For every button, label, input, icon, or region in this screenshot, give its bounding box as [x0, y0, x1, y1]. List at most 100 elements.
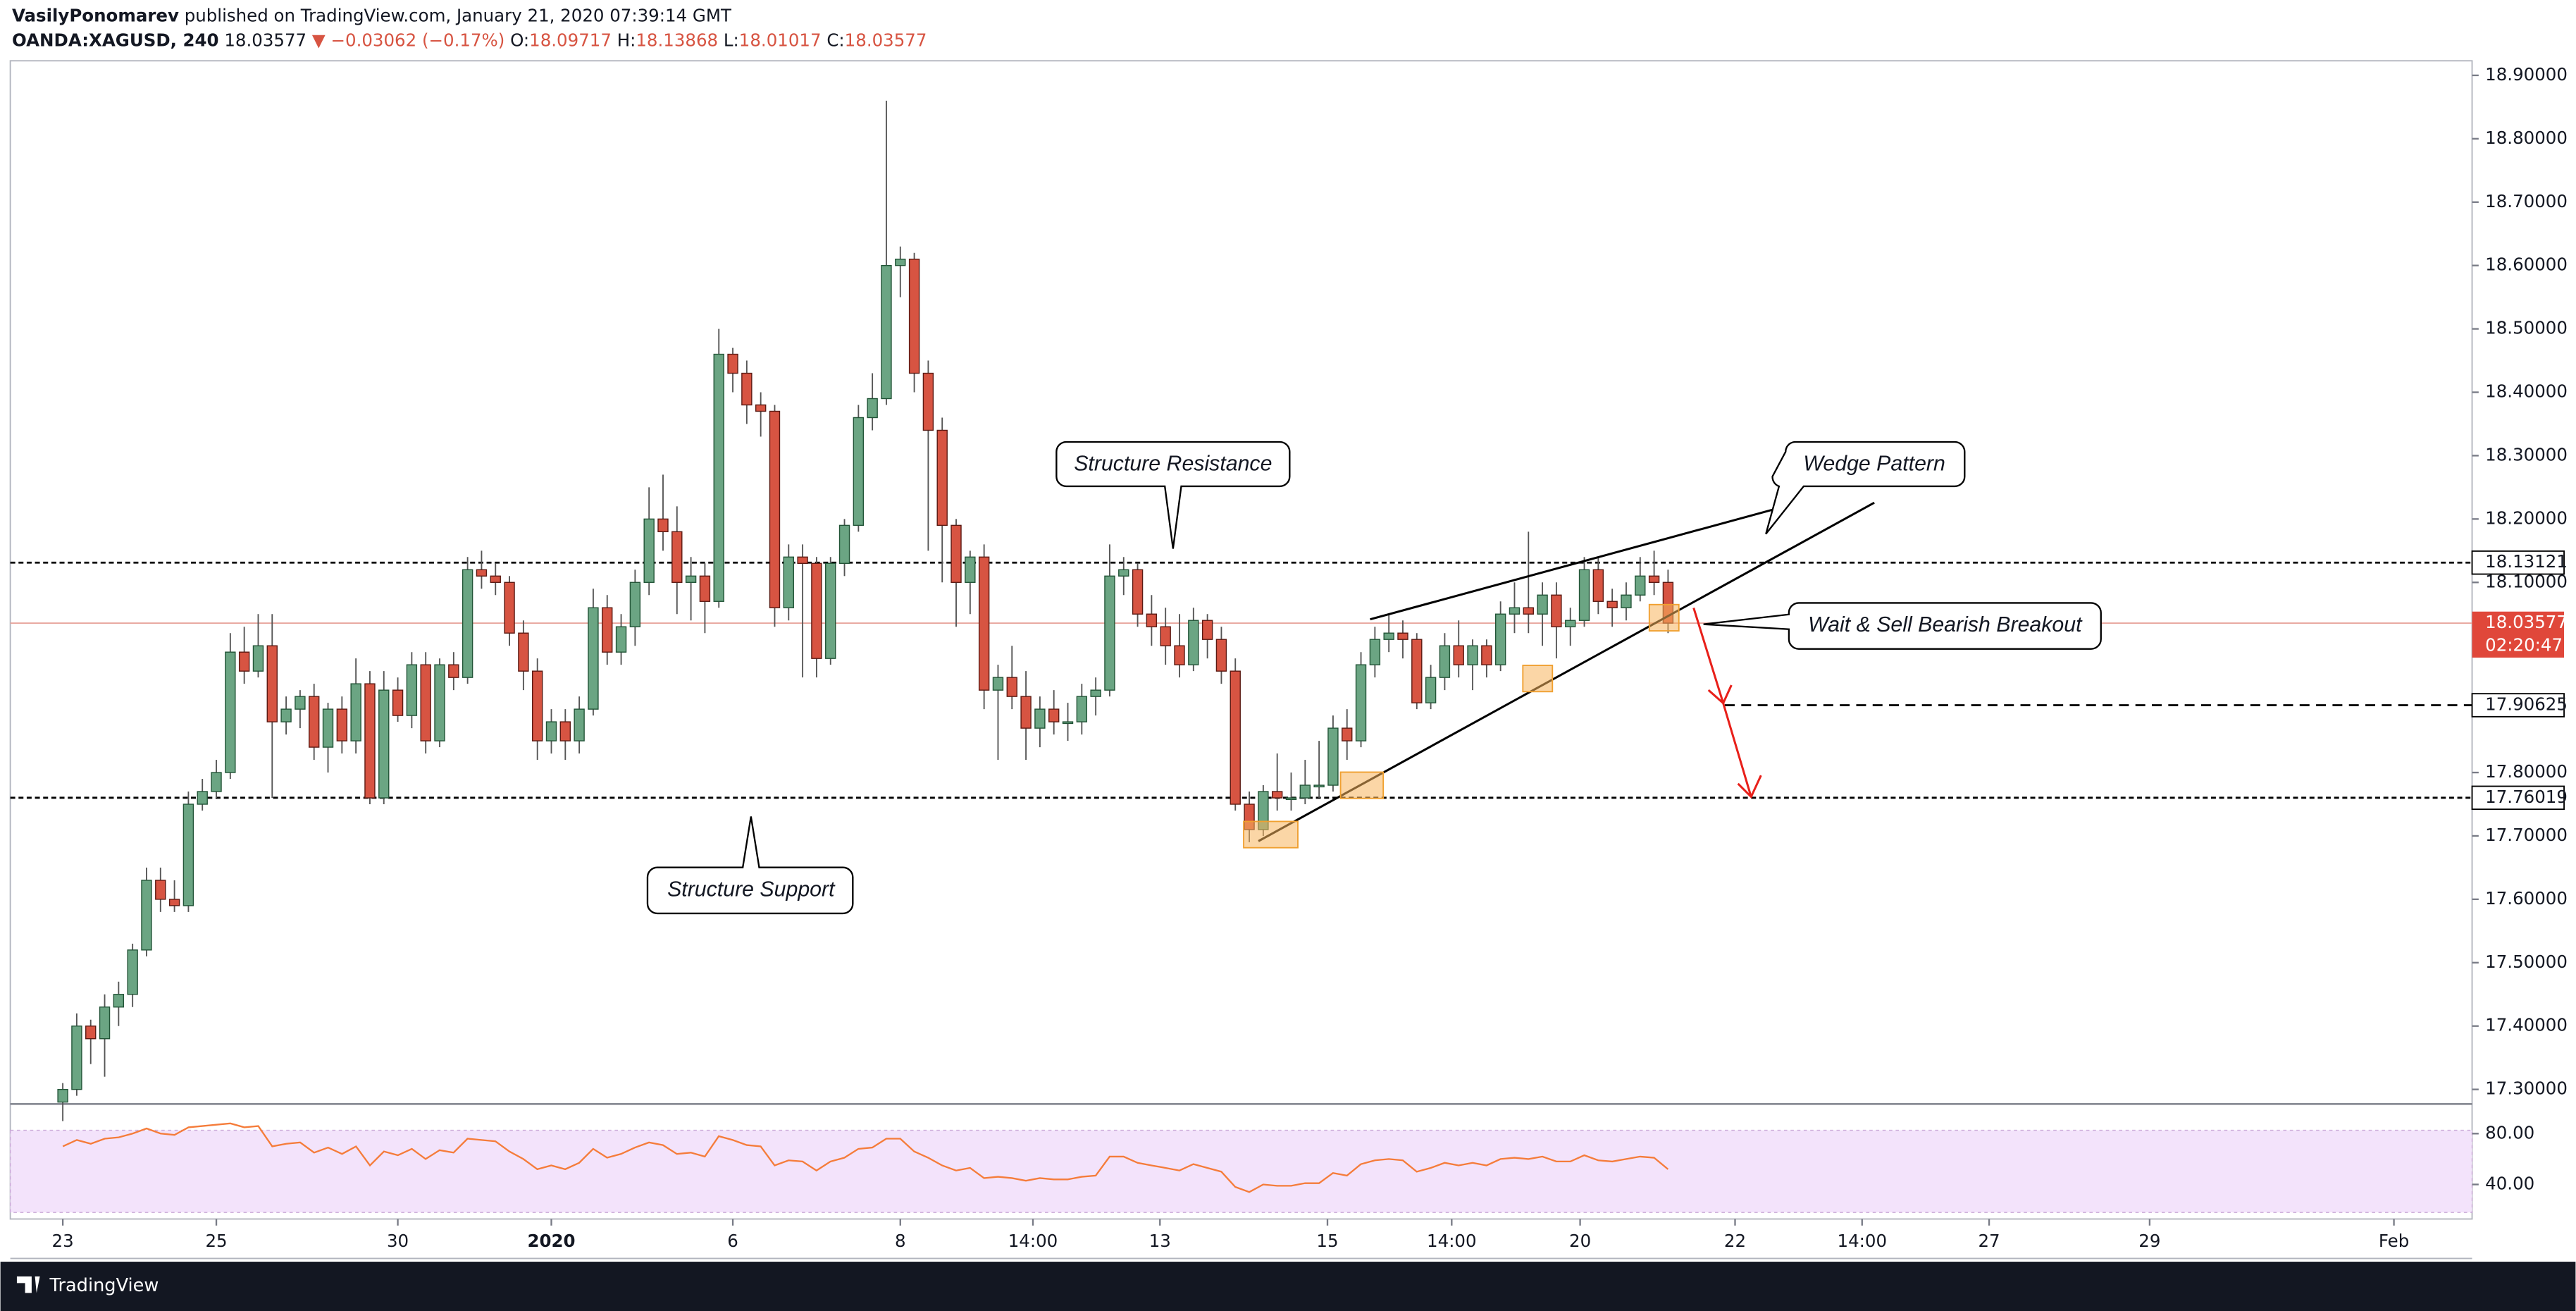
o-key: O: — [510, 30, 529, 50]
y-tick-label: 17.50000 — [2485, 952, 2568, 972]
candle-body — [811, 562, 822, 659]
candle-body — [755, 404, 767, 412]
candle-body — [825, 562, 836, 659]
c-key: C: — [826, 30, 844, 50]
candle-body — [1411, 639, 1423, 703]
candle-body — [1285, 797, 1297, 801]
author: VasilyPonomarev — [12, 5, 179, 25]
candle-body — [922, 372, 934, 431]
callout — [1765, 441, 1966, 535]
x-tick-label: 30 — [387, 1231, 409, 1251]
candle-body — [1551, 594, 1562, 627]
candle-body — [531, 670, 543, 741]
x-tick-label: 14:00 — [1838, 1231, 1888, 1251]
candle-body — [1313, 784, 1325, 788]
candle-body — [490, 575, 501, 583]
touch-box — [1339, 771, 1385, 799]
candle-body — [545, 721, 557, 741]
candle-body — [182, 804, 194, 906]
candle-body — [322, 708, 334, 748]
candle-body — [727, 353, 738, 374]
l-val: 18.01017 — [739, 30, 822, 50]
candle-body — [1383, 632, 1394, 640]
candle-body — [1635, 575, 1646, 596]
callout — [1703, 602, 2102, 650]
symbol-line: OANDA:XAGUSD, 240 18.03577 ▼ −0.03062 (−… — [12, 30, 927, 50]
candle-body — [504, 581, 515, 634]
candle-body — [211, 772, 222, 792]
candle-body — [99, 1007, 111, 1040]
candle-body — [113, 994, 125, 1008]
logo-icon — [16, 1276, 40, 1293]
rsi-band — [9, 1129, 2473, 1213]
touch-box — [1522, 665, 1554, 693]
candle-body — [1146, 613, 1158, 627]
candle-body — [588, 607, 599, 710]
y-tick-label: 18.80000 — [2485, 128, 2568, 148]
rsi-line — [62, 1122, 1669, 1193]
y-tick-label: 17.30000 — [2485, 1078, 2568, 1099]
candle-body — [1369, 639, 1381, 665]
annotation: Structure Support — [667, 878, 836, 901]
candle-body — [1523, 607, 1534, 615]
candle-body — [1034, 708, 1046, 729]
candle-body — [602, 607, 613, 653]
candle-body — [1230, 670, 1241, 805]
candle-body — [853, 417, 865, 527]
annotation: Wait & Sell Bearish Breakout — [1808, 613, 2083, 636]
candle-body — [671, 531, 683, 583]
candle-body — [1355, 664, 1367, 741]
change: ▼ −0.03062 (−0.17%) — [312, 30, 504, 50]
x-tick-label: 23 — [52, 1231, 74, 1251]
candle-body — [769, 410, 781, 608]
y-tick-label: 18.30000 — [2485, 444, 2568, 464]
candle-body — [1453, 645, 1464, 665]
y-tick-label: 18.90000 — [2485, 64, 2568, 85]
plot: 18.90000 18.80000 18.70000 18.60000 18.50000… — [10, 64, 2568, 1251]
candle-body — [1439, 645, 1451, 678]
x-tick-label: 6 — [727, 1231, 738, 1251]
h-val: 18.13868 — [636, 30, 718, 50]
candle-body — [1565, 620, 1576, 627]
candle-body — [1160, 626, 1171, 646]
brand: TradingView — [49, 1275, 159, 1296]
y-tick-label: 17.40000 — [2485, 1015, 2568, 1035]
candle-body — [1537, 594, 1548, 615]
y-tick-label: 18.20000 — [2485, 507, 2568, 528]
candle-body — [448, 664, 459, 678]
candle-body — [685, 575, 697, 583]
x-tick-label: 8 — [895, 1231, 906, 1251]
y-tick-label: 18.60000 — [2485, 254, 2568, 275]
candle-body — [518, 632, 529, 672]
candle-body — [1578, 569, 1590, 621]
candle-body — [266, 645, 278, 722]
rsi-tick-label: 40.00 — [2485, 1173, 2534, 1193]
candle-body — [1201, 620, 1213, 640]
candle-body — [1299, 784, 1311, 799]
candle-body — [420, 664, 431, 741]
candle-body — [1606, 601, 1618, 608]
y-tick-label: 17.80000 — [2485, 761, 2568, 782]
candle-body — [1104, 575, 1115, 691]
candle-body — [392, 689, 404, 716]
x-tick-label: 2020 — [527, 1231, 575, 1251]
price-label-bg — [2472, 611, 2565, 658]
published: published on TradingView.com, January 21… — [185, 5, 732, 25]
y-tick-label: 18.50000 — [2485, 318, 2568, 338]
candle-body — [238, 651, 250, 672]
candle-body — [1020, 696, 1032, 729]
candle-body — [1118, 569, 1129, 577]
candle-body — [462, 569, 473, 678]
candle-body — [85, 1026, 97, 1040]
candle-body — [881, 264, 892, 400]
candle-body — [141, 880, 152, 951]
candle-body — [309, 696, 320, 748]
level-label-bg — [2471, 785, 2565, 811]
y-tick-label: 17.60000 — [2485, 888, 2568, 909]
candle-body — [476, 569, 488, 577]
candle-body — [1397, 632, 1408, 640]
price-label: 18.03577 — [2485, 612, 2568, 632]
annotation: Wedge Pattern — [1803, 453, 1945, 476]
